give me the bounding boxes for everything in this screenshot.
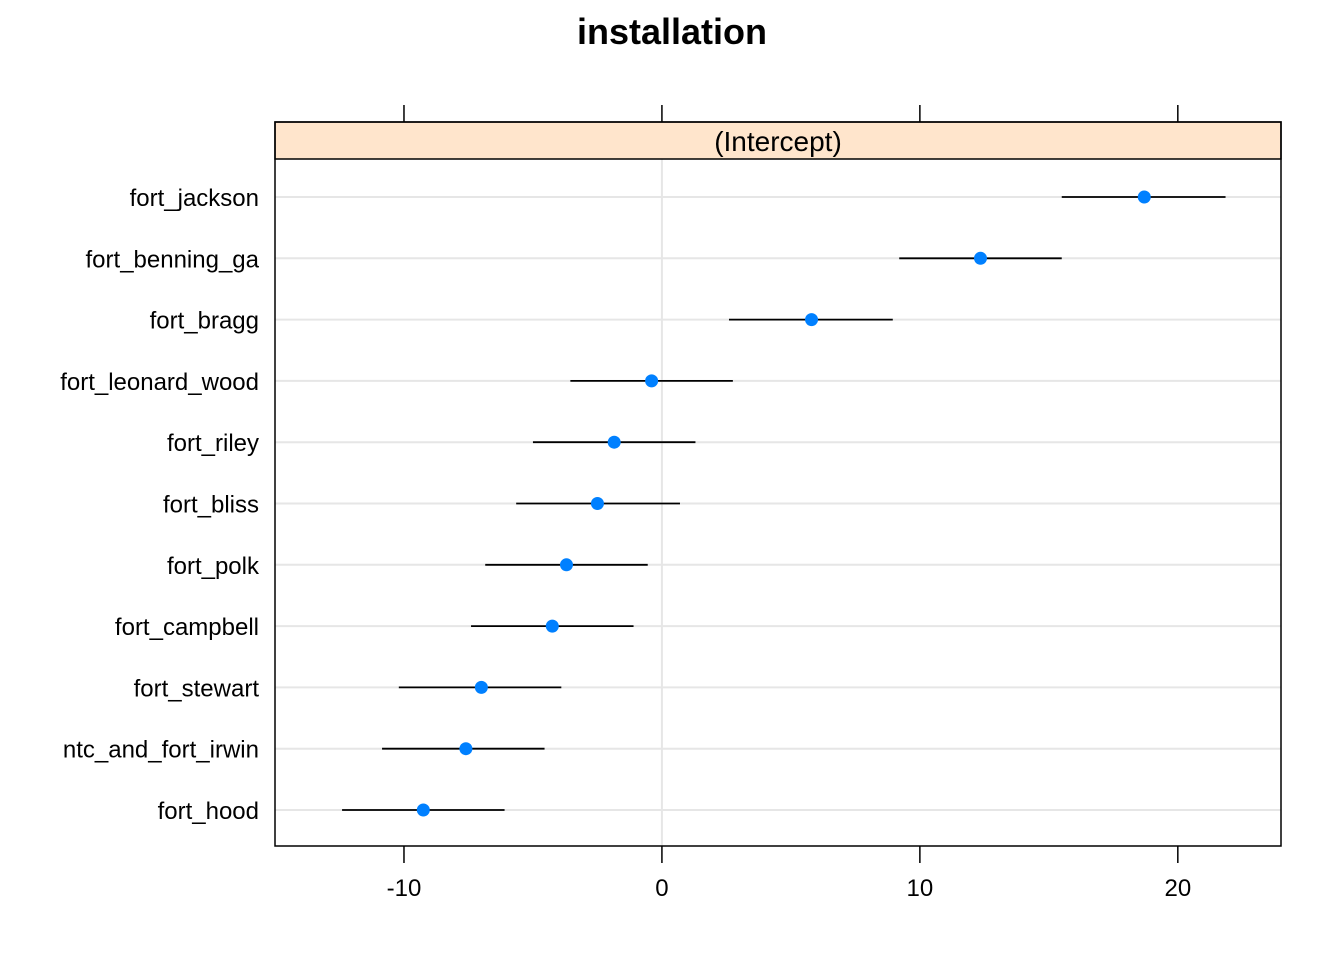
- panel-strip: (Intercept): [274, 121, 1282, 160]
- x-tick-label: 20: [1164, 875, 1191, 902]
- x-tick-label: 10: [907, 875, 934, 902]
- point-fort_riley: [607, 435, 621, 449]
- point-fort_bliss: [590, 497, 604, 510]
- category-label: fort_leonard_wood: [60, 369, 259, 396]
- point-fort_leonard_wood: [645, 374, 659, 388]
- panel-border: [274, 121, 1282, 847]
- point-fort_campbell: [545, 619, 559, 633]
- point-fort_stewart: [474, 680, 488, 694]
- point-fort_hood: [416, 803, 430, 817]
- point-ntc_and_fort_irwin: [459, 742, 473, 756]
- point-fort_benning_ga: [973, 251, 987, 265]
- category-label: ntc_and_fort_irwin: [63, 737, 259, 764]
- category-label: fort_campbell: [115, 614, 259, 641]
- panel-strip-label: (Intercept): [714, 126, 842, 157]
- marks-layer: [342, 190, 1226, 817]
- point-fort_polk: [559, 558, 573, 572]
- category-label: fort_hood: [158, 798, 259, 825]
- category-label: fort_benning_ga: [86, 246, 260, 273]
- category-label: fort_riley: [167, 430, 259, 457]
- point-fort_jackson: [1137, 190, 1151, 204]
- y-axis-labels: fort_jackson fort_benning_ga fort_braggfor…: [60, 185, 260, 825]
- panel-strip-background: [274, 121, 1282, 160]
- category-label: fort_polk: [167, 553, 260, 580]
- grid-layer: [275, 159, 1281, 846]
- category-label: fort_bragg: [150, 308, 259, 335]
- point-fort_bragg: [805, 313, 819, 327]
- x-tick-label: 0: [655, 875, 668, 902]
- category-label: fort_jackson: [130, 185, 259, 212]
- category-label: fort_bliss: [163, 492, 259, 519]
- x-axis: -10 0 10 20: [387, 105, 1191, 902]
- category-label: fort_stewart: [134, 675, 260, 702]
- chart-title: installation: [577, 11, 767, 52]
- x-tick-label: -10: [387, 875, 422, 902]
